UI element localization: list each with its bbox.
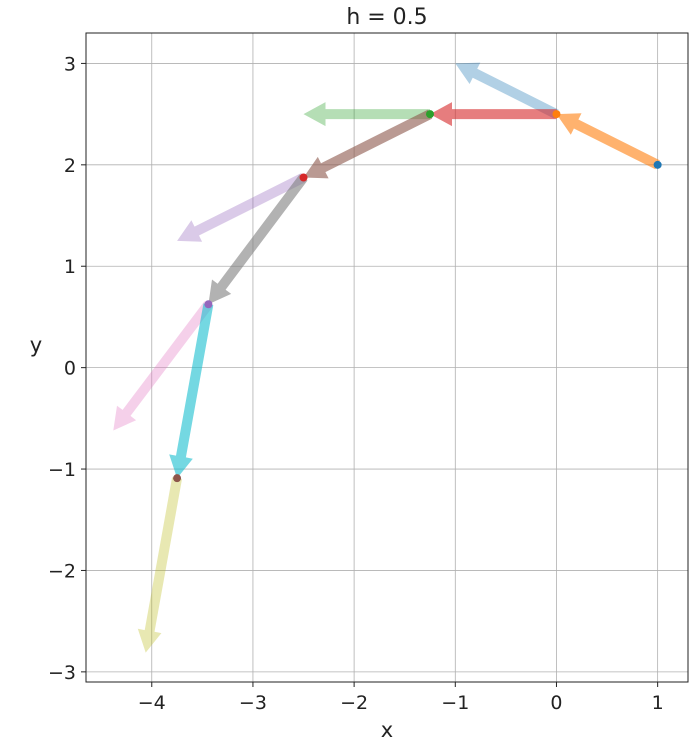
- data-point: [204, 300, 213, 309]
- vector-arrow: [556, 113, 660, 170]
- data-point: [653, 160, 662, 169]
- vector-arrow: [137, 477, 182, 653]
- y-tick-label: −1: [48, 459, 76, 481]
- vector-arrow: [208, 174, 308, 305]
- x-tick-label: −1: [441, 692, 469, 714]
- vector-arrow: [303, 109, 433, 179]
- vector-arrow: [303, 102, 430, 127]
- x-tick-label: −4: [138, 692, 166, 714]
- ticks: −4 −3 −2 −1 0 1 −3 −2 −1 0 1 2 3: [48, 53, 664, 714]
- y-tick-label: 2: [64, 155, 76, 177]
- vector-arrow: [177, 173, 306, 242]
- y-tick-label: −3: [48, 662, 76, 684]
- x-tick-label: 1: [652, 692, 664, 714]
- points: [173, 110, 662, 483]
- arrows: [113, 62, 660, 653]
- y-tick-label: 0: [64, 358, 76, 380]
- data-point: [552, 110, 561, 119]
- plot-frame: [85, 32, 689, 683]
- x-axis-label: x: [381, 718, 393, 742]
- grid: [86, 33, 688, 682]
- chart-title: h = 0.5: [346, 5, 427, 30]
- vector-arrow: [430, 102, 557, 127]
- y-axis-label: y: [30, 333, 42, 357]
- data-point: [299, 173, 308, 182]
- data-point: [173, 474, 182, 483]
- x-tick-label: −2: [340, 692, 368, 714]
- vector-arrow: [455, 62, 559, 119]
- y-tick-label: 1: [64, 256, 76, 278]
- x-tick-label: −3: [239, 692, 267, 714]
- vector-arrow: [169, 303, 214, 479]
- vector-arrow: [113, 301, 213, 431]
- x-tick-label: 0: [550, 692, 562, 714]
- y-tick-label: 3: [64, 53, 76, 75]
- y-tick-label: −2: [48, 560, 76, 582]
- data-point: [426, 110, 434, 119]
